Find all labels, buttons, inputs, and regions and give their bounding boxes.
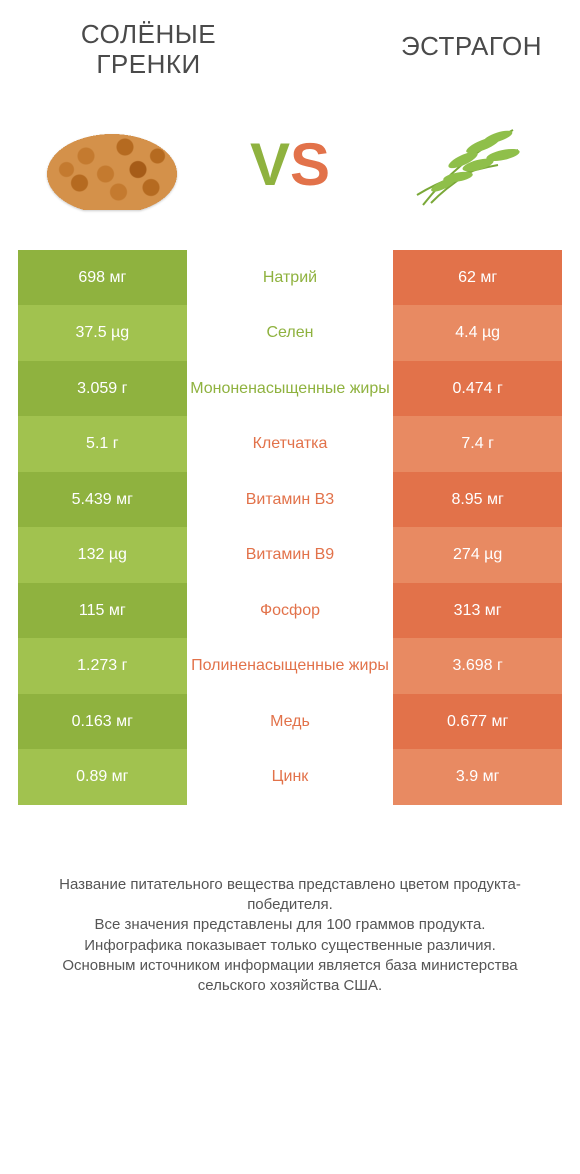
right-value: 274 µg — [393, 527, 562, 583]
header: СОЛЁНЫЕГРЕНКИ ЭСТРАГОН — [18, 20, 562, 90]
left-value: 132 µg — [18, 527, 187, 583]
footer-line: Название питательного вещества представл… — [28, 875, 552, 916]
table-row: 115 мгФосфор313 мг — [18, 583, 562, 639]
nutrient-label: Витамин B3 — [187, 472, 394, 528]
left-product-image — [42, 110, 182, 220]
footer-line: Все значения представлены для 100 граммо… — [28, 915, 552, 935]
right-value: 4.4 µg — [393, 305, 562, 361]
footer-notes: Название питательного вещества представл… — [18, 805, 562, 997]
right-product-image — [398, 110, 538, 220]
table-row: 132 µgВитамин B9274 µg — [18, 527, 562, 583]
comparison-table: 698 мгНатрий62 мг37.5 µgСелен4.4 µg3.059… — [18, 250, 562, 805]
vs-v: V — [250, 135, 290, 195]
right-value: 0.677 мг — [393, 694, 562, 750]
right-value: 313 мг — [393, 583, 562, 639]
table-row: 5.1 гКлетчатка7.4 г — [18, 416, 562, 472]
left-value: 698 мг — [18, 250, 187, 306]
footer-line: Основным источником информации является … — [28, 956, 552, 997]
left-value: 0.163 мг — [18, 694, 187, 750]
right-value: 3.9 мг — [393, 749, 562, 805]
table-row: 698 мгНатрий62 мг — [18, 250, 562, 306]
right-value: 0.474 г — [393, 361, 562, 417]
left-value: 115 мг — [18, 583, 187, 639]
right-product-title: ЭСТРАГОН — [311, 20, 552, 62]
nutrient-label: Цинк — [187, 749, 394, 805]
nutrient-label: Натрий — [187, 250, 394, 306]
table-row: 0.163 мгМедь0.677 мг — [18, 694, 562, 750]
croutons-icon — [47, 120, 177, 210]
vs-s: S — [290, 135, 330, 195]
nutrient-label: Полиненасыщенные жиры — [187, 638, 394, 694]
table-row: 3.059 гМононенасыщенные жиры0.474 г — [18, 361, 562, 417]
left-value: 3.059 г — [18, 361, 187, 417]
vs-label: VS — [250, 135, 330, 195]
footer-line: Инфографика показывает только существенн… — [28, 936, 552, 956]
nutrient-label: Фосфор — [187, 583, 394, 639]
product-images-row: VS — [18, 90, 562, 250]
left-value: 37.5 µg — [18, 305, 187, 361]
nutrient-label: Витамин B9 — [187, 527, 394, 583]
nutrient-label: Медь — [187, 694, 394, 750]
nutrient-label: Селен — [187, 305, 394, 361]
left-value: 5.439 мг — [18, 472, 187, 528]
right-value: 8.95 мг — [393, 472, 562, 528]
left-product-title: СОЛЁНЫЕГРЕНКИ — [28, 20, 269, 80]
left-value: 1.273 г — [18, 638, 187, 694]
nutrient-label: Клетчатка — [187, 416, 394, 472]
tarragon-icon — [403, 115, 533, 215]
nutrient-label: Мононенасыщенные жиры — [187, 361, 394, 417]
table-row: 5.439 мгВитамин B38.95 мг — [18, 472, 562, 528]
table-row: 0.89 мгЦинк3.9 мг — [18, 749, 562, 805]
left-value: 0.89 мг — [18, 749, 187, 805]
right-value: 62 мг — [393, 250, 562, 306]
table-row: 37.5 µgСелен4.4 µg — [18, 305, 562, 361]
left-value: 5.1 г — [18, 416, 187, 472]
right-value: 3.698 г — [393, 638, 562, 694]
right-value: 7.4 г — [393, 416, 562, 472]
table-row: 1.273 гПолиненасыщенные жиры3.698 г — [18, 638, 562, 694]
